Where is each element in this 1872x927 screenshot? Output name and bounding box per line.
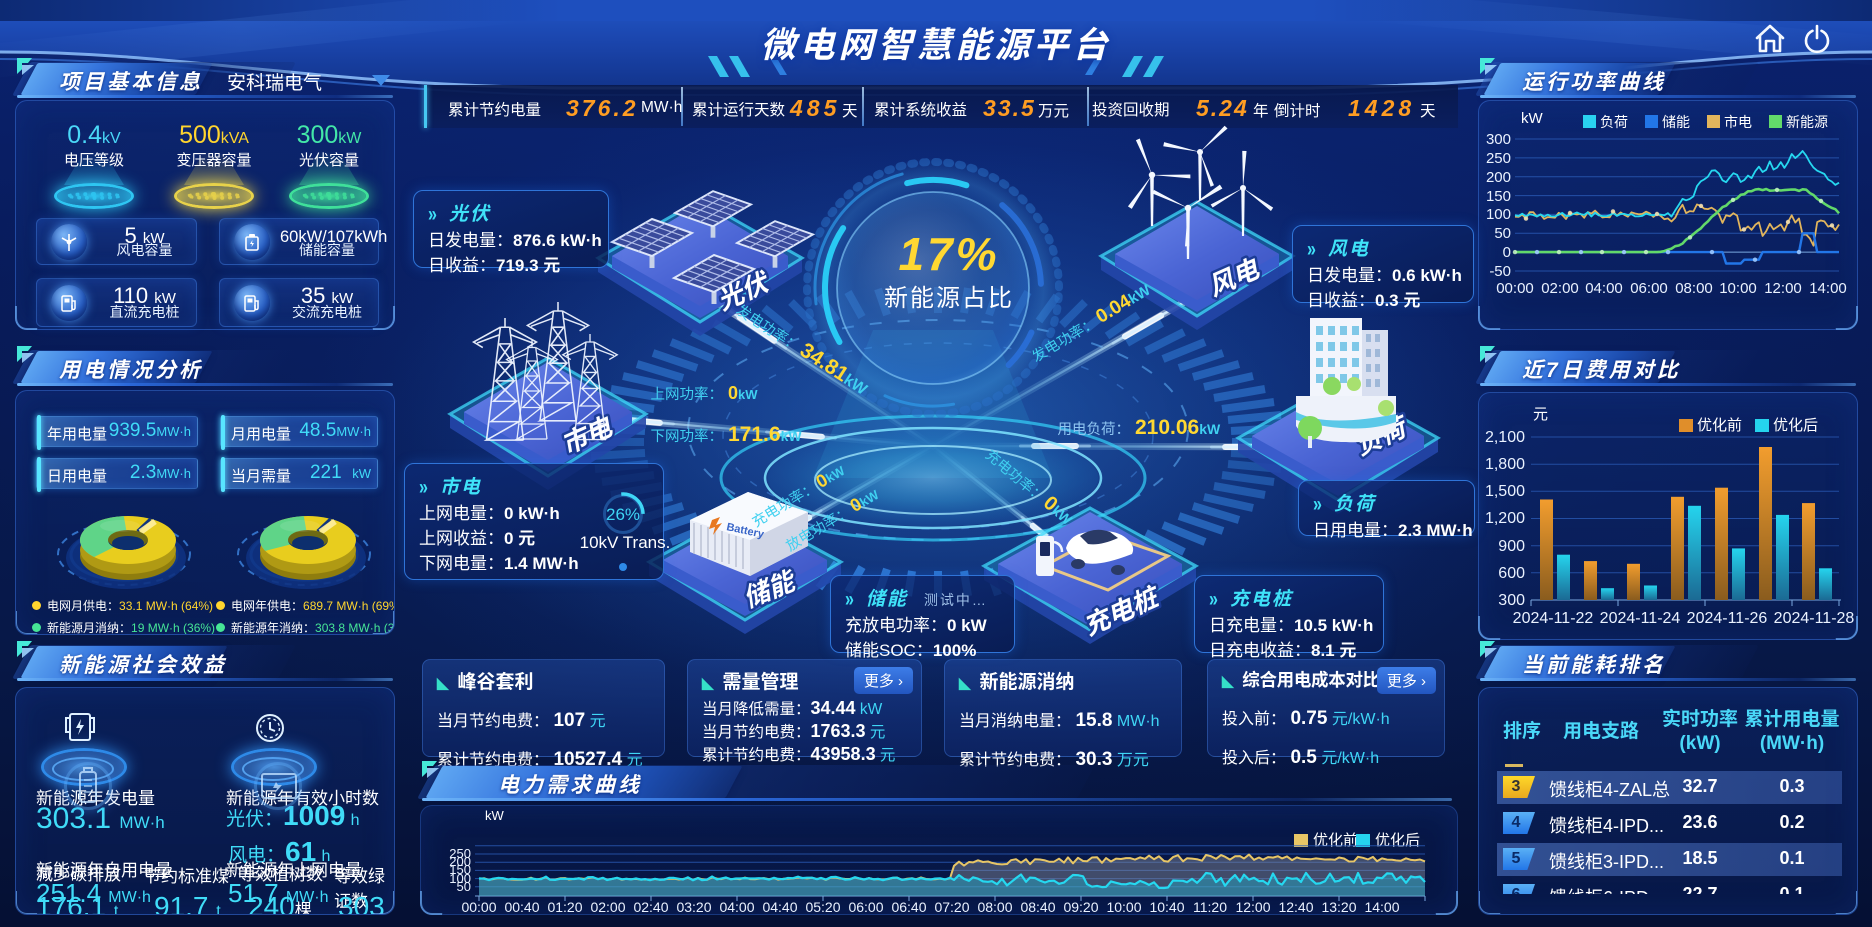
svg-text:900: 900 (1498, 538, 1525, 555)
svg-text:50: 50 (457, 879, 471, 894)
svg-text:17%: 17% (898, 228, 999, 280)
svg-text:08:00: 08:00 (1675, 280, 1713, 297)
svg-text:200: 200 (1486, 169, 1511, 186)
svg-text:1,200: 1,200 (1485, 510, 1525, 527)
svg-text:50: 50 (1494, 225, 1511, 242)
svg-text:-50: -50 (1489, 263, 1511, 280)
svg-text:用电负荷：: 用电负荷： (1058, 421, 1131, 438)
svg-text:07:20: 07:20 (934, 899, 969, 915)
svg-text:06:00: 06:00 (1630, 280, 1668, 297)
svg-text:08:00: 08:00 (977, 899, 1012, 915)
svg-text:kW: kW (485, 808, 505, 823)
svg-text:上网功率：: 上网功率： (651, 386, 724, 403)
svg-text:171.6kW: 171.6kW (728, 423, 802, 446)
svg-text:200: 200 (449, 854, 471, 869)
svg-text:储能: 储能 (1662, 114, 1690, 130)
svg-text:150: 150 (1486, 188, 1511, 205)
svg-text:新能源占比: 新能源占比 (884, 285, 1014, 312)
svg-text:10:00: 10:00 (1719, 280, 1757, 297)
svg-text:10:00: 10:00 (1106, 899, 1141, 915)
svg-text:负荷: 负荷 (1600, 114, 1628, 130)
svg-text:新能源: 新能源 (1786, 114, 1828, 130)
svg-text:1,800: 1,800 (1485, 456, 1525, 473)
svg-text:02:00: 02:00 (1541, 280, 1579, 297)
svg-text:10:40: 10:40 (1149, 899, 1184, 915)
svg-text:14:00: 14:00 (1809, 280, 1847, 297)
svg-text:05:20: 05:20 (805, 899, 840, 915)
svg-text:优化前: 优化前 (1697, 417, 1742, 434)
svg-text:100: 100 (449, 871, 471, 886)
svg-text:优化后: 优化后 (1375, 832, 1420, 849)
svg-text:250: 250 (449, 846, 471, 861)
svg-text:优化前: 优化前 (1313, 832, 1358, 849)
svg-text:12:40: 12:40 (1278, 899, 1313, 915)
svg-text:0kW: 0kW (728, 383, 758, 403)
svg-text:03:20: 03:20 (676, 899, 711, 915)
svg-text:2024-11-24: 2024-11-24 (1600, 610, 1681, 627)
svg-text:300: 300 (1498, 592, 1525, 609)
svg-text:08:40: 08:40 (1020, 899, 1055, 915)
svg-text:2024-11-22: 2024-11-22 (1513, 610, 1594, 627)
svg-text:250: 250 (1486, 150, 1511, 167)
svg-text:00:00: 00:00 (461, 899, 496, 915)
svg-text:kW: kW (1521, 110, 1544, 127)
svg-text:100: 100 (1486, 206, 1511, 223)
svg-text:优化后: 优化后 (1773, 417, 1818, 434)
svg-text:300: 300 (1486, 131, 1511, 148)
svg-text:01:20: 01:20 (547, 899, 582, 915)
svg-text:14:00: 14:00 (1364, 899, 1399, 915)
svg-text:150: 150 (449, 862, 471, 877)
svg-text:00:40: 00:40 (504, 899, 539, 915)
svg-text:02:00: 02:00 (590, 899, 625, 915)
svg-text:0: 0 (1503, 244, 1511, 261)
svg-text:13:20: 13:20 (1321, 899, 1356, 915)
svg-text:06:40: 06:40 (891, 899, 926, 915)
svg-text:11:20: 11:20 (1193, 899, 1227, 915)
svg-text:04:40: 04:40 (762, 899, 797, 915)
svg-text:02:40: 02:40 (633, 899, 668, 915)
svg-text:600: 600 (1498, 565, 1525, 582)
svg-text:04:00: 04:00 (719, 899, 754, 915)
svg-text:2024-11-26: 2024-11-26 (1687, 610, 1768, 627)
svg-text:04:00: 04:00 (1585, 280, 1623, 297)
svg-text:12:00: 12:00 (1764, 280, 1802, 297)
svg-text:1,500: 1,500 (1485, 483, 1525, 500)
svg-text:210.06kW: 210.06kW (1135, 416, 1221, 439)
svg-text:00:00: 00:00 (1496, 280, 1534, 297)
svg-text:09:20: 09:20 (1063, 899, 1098, 915)
svg-text:下网功率：: 下网功率： (651, 428, 724, 445)
svg-text:06:00: 06:00 (848, 899, 883, 915)
svg-text:市电: 市电 (1724, 114, 1752, 130)
svg-text:12:00: 12:00 (1235, 899, 1270, 915)
svg-text:元: 元 (1533, 406, 1548, 423)
